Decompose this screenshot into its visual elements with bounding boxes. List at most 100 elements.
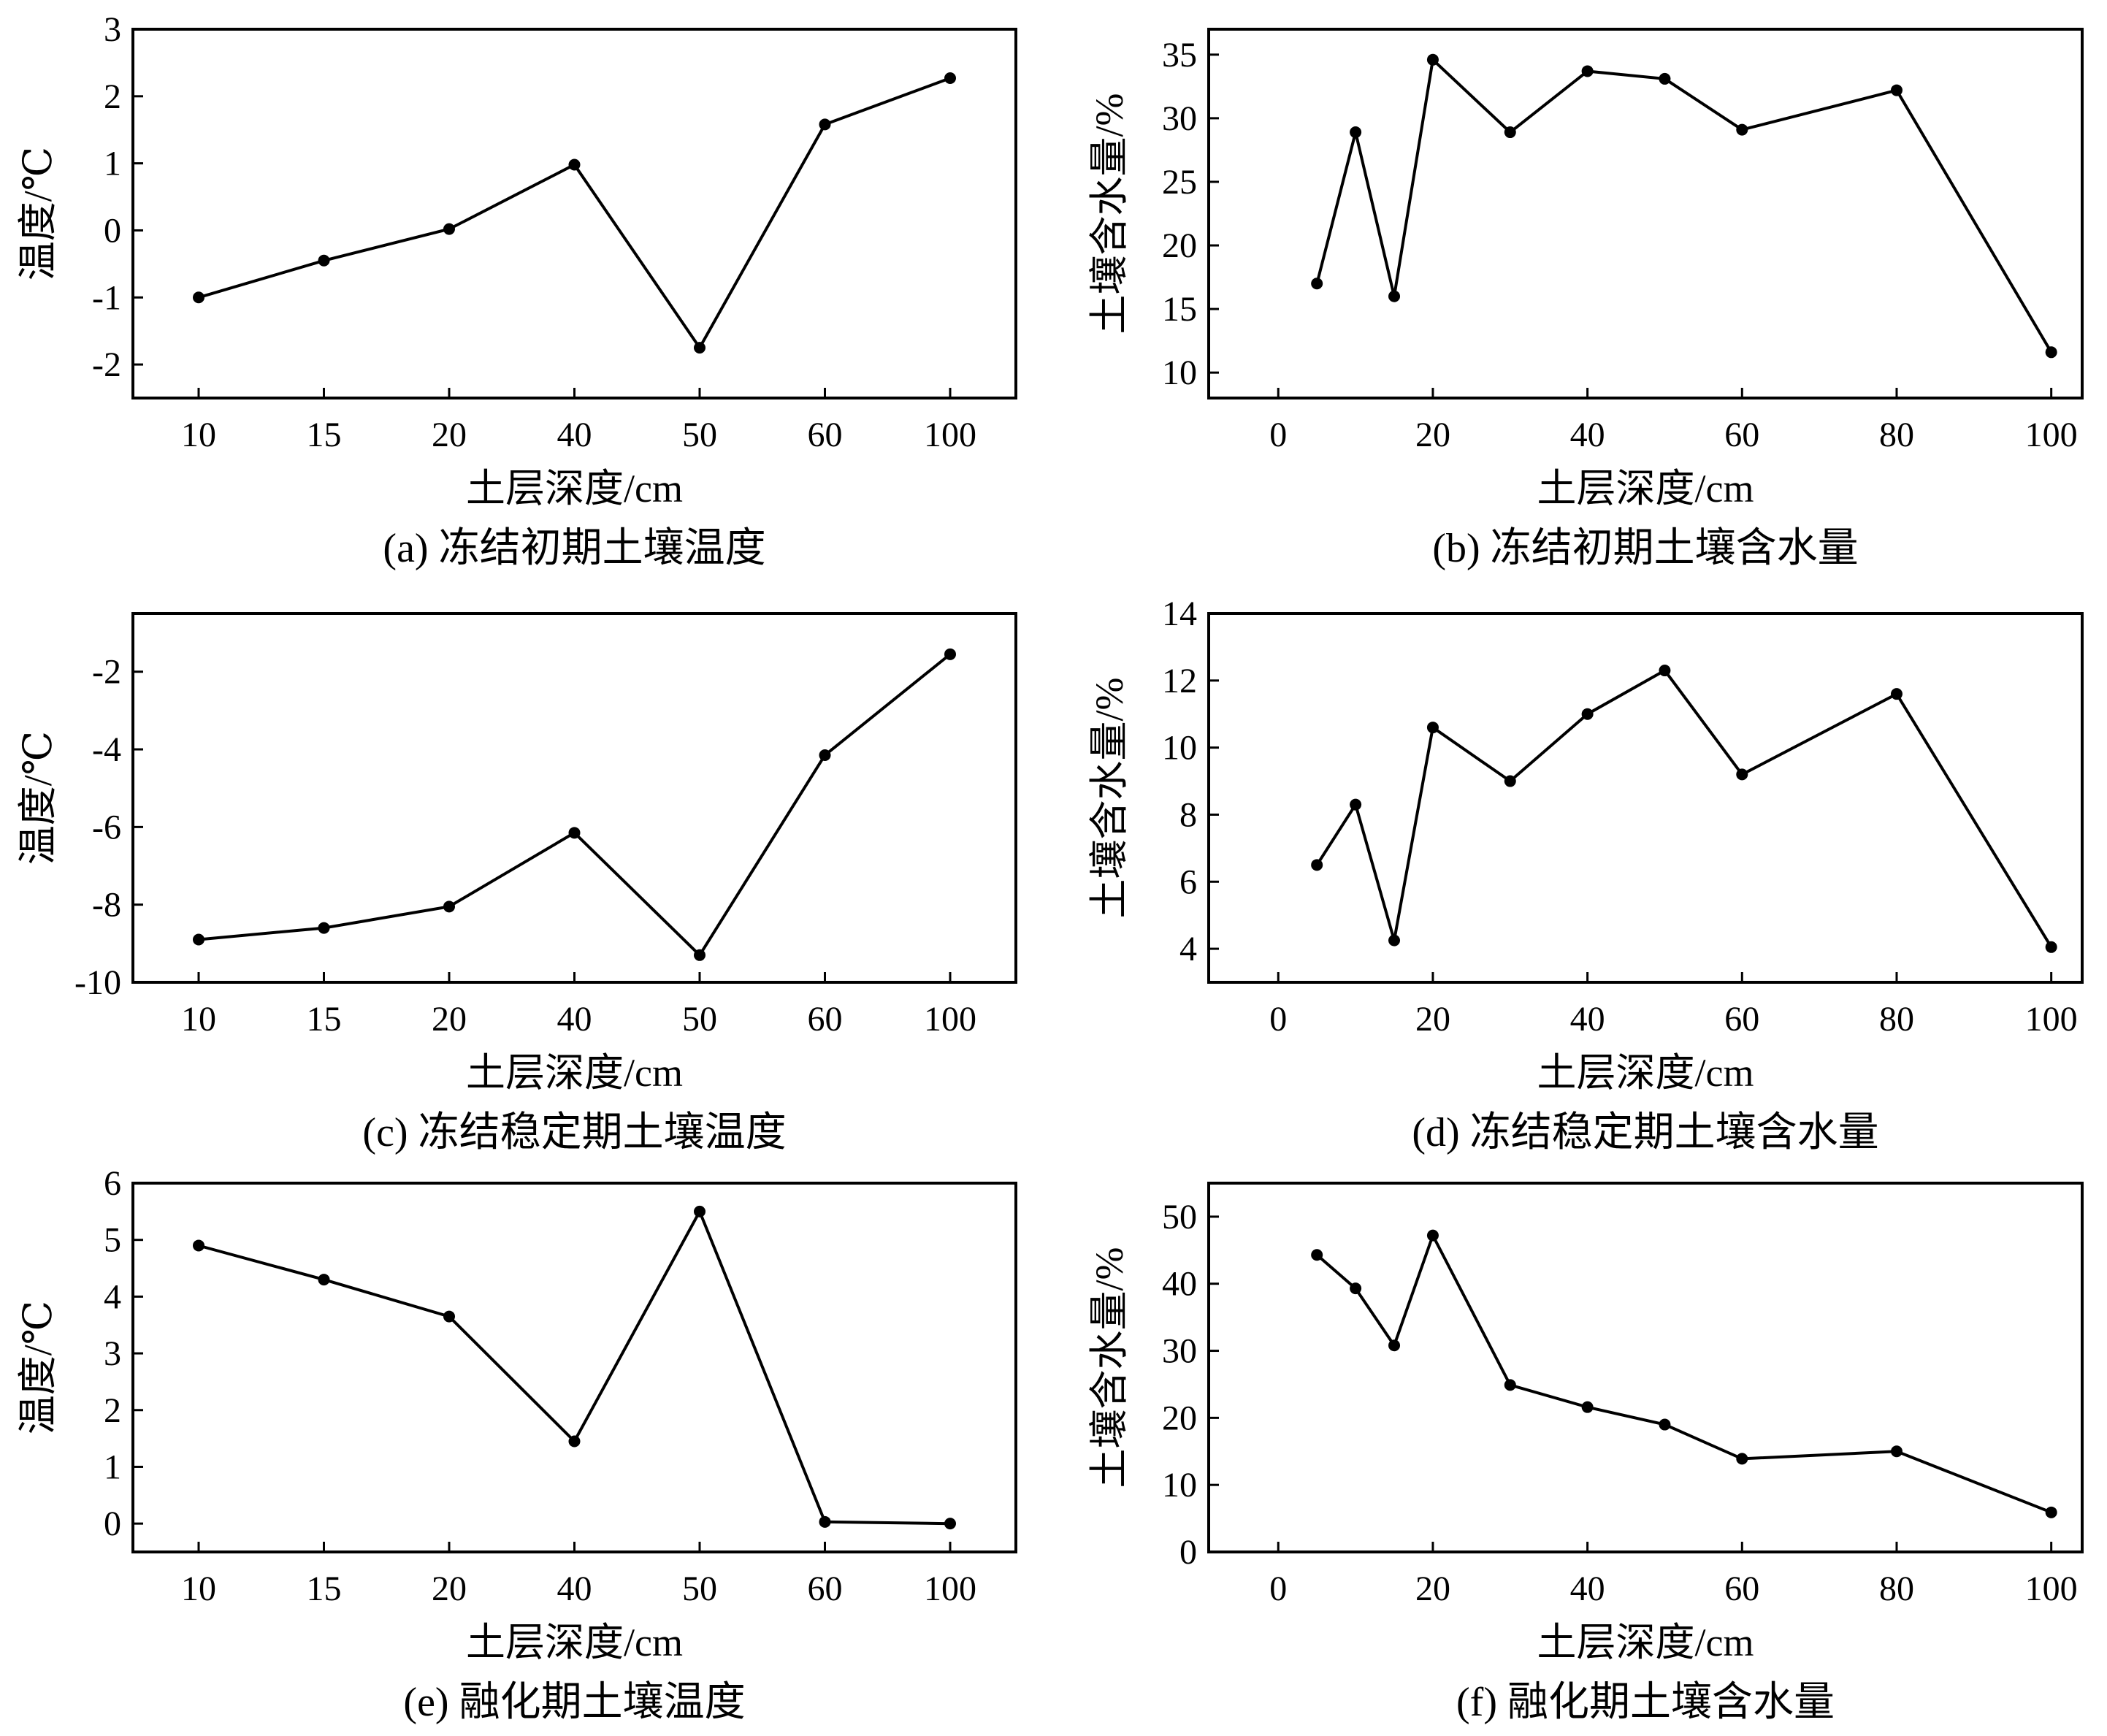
x-tick-label-f: 20 (1415, 1569, 1450, 1608)
plot-frame-a (131, 28, 1017, 399)
data-point-d (1659, 665, 1671, 677)
data-point-d (1311, 859, 1323, 871)
x-tick-label-f: 80 (1879, 1569, 1914, 1608)
data-point-b (1426, 53, 1439, 66)
x-tick-label-d: 40 (1570, 1000, 1605, 1039)
data-point-a (819, 118, 831, 131)
x-axis-label-b: 土层深度/cm (1537, 467, 1754, 511)
data-point-a (944, 72, 956, 85)
plot-frame-b (1207, 28, 2084, 399)
data-point-a (568, 158, 581, 171)
data-point-e (568, 1435, 581, 1448)
data-point-f (1659, 1418, 1671, 1431)
chart-caption-a: (a) 冻结初期土壤温度 (383, 526, 765, 571)
y-tick-label-c: -2 (92, 653, 121, 692)
y-axis-label-a: 温度/℃ (16, 147, 60, 280)
x-tick-label-d: 100 (2025, 1000, 2078, 1039)
y-tick-label-c: -6 (92, 808, 121, 846)
x-tick-label-b: 80 (1879, 416, 1914, 454)
y-tick-label-d: 10 (1162, 729, 1197, 768)
data-point-d (1890, 688, 1903, 700)
x-tick-label-d: 20 (1415, 1000, 1450, 1039)
chart-caption-b: (b) 冻结初期土壤含水量 (1432, 526, 1858, 571)
data-point-f (1311, 1249, 1323, 1261)
x-tick-label-c: 15 (307, 1000, 342, 1039)
x-tick-label-e: 100 (924, 1569, 976, 1608)
x-axis-label-a: 土层深度/cm (466, 467, 683, 511)
data-point-f (1426, 1229, 1439, 1242)
data-point-b (1504, 126, 1516, 139)
data-point-e (443, 1310, 455, 1323)
data-point-d (1388, 934, 1401, 947)
x-tick-label-e: 15 (307, 1569, 342, 1608)
y-tick-label-c: -10 (74, 963, 121, 1002)
y-tick-label-e: 2 (104, 1391, 121, 1430)
y-tick-label-a: 0 (104, 211, 121, 250)
y-tick-label-c: -8 (92, 886, 121, 925)
x-tick-label-c: 50 (682, 1000, 717, 1039)
x-tick-label-d: 80 (1879, 1000, 1914, 1039)
y-tick-label-f: 30 (1162, 1332, 1197, 1371)
y-tick-label-b: 25 (1162, 163, 1197, 202)
y-tick-label-e: 0 (104, 1504, 121, 1543)
data-point-e (819, 1515, 831, 1528)
x-tick-label-f: 100 (2025, 1569, 2078, 1608)
x-tick-label-f: 40 (1570, 1569, 1605, 1608)
y-tick-label-b: 15 (1162, 290, 1197, 329)
data-point-a (193, 291, 204, 304)
data-point-a (443, 223, 455, 235)
data-point-f (1350, 1282, 1362, 1295)
y-tick-label-e: 6 (104, 1164, 121, 1203)
y-tick-label-f: 20 (1162, 1399, 1197, 1437)
y-tick-label-a: 2 (104, 77, 121, 116)
data-point-c (193, 933, 204, 946)
x-tick-label-a: 40 (557, 416, 592, 454)
y-tick-label-a: 1 (104, 145, 121, 183)
data-point-c (694, 949, 705, 961)
chart-caption-c: (c) 冻结稳定期土壤温度 (362, 1110, 786, 1155)
x-tick-label-a: 100 (924, 416, 976, 454)
y-tick-label-a: -1 (92, 278, 121, 317)
chart-panel-f: 0 10 20 30 40 50 0 20 40 60 80 100 土层深度/cm 土壤含水量/% (f)… (1087, 1182, 2084, 1725)
y-tick-label-f: 10 (1162, 1466, 1197, 1504)
chart-panel-d: 4 6 8 10 12 14 0 20 40 60 80 100 土层深度/cm 土壤含水量/% (d) 冻… (1087, 594, 2084, 1155)
series-line-d (1315, 668, 2053, 948)
chart-panel-c: -10 -8 -6 -4 -2 10 15 20 40 50 60 100 土层深度/cm 温度/℃ (c)… (16, 612, 1017, 1155)
y-axis-label-e: 温度/℃ (16, 1301, 60, 1434)
chart-caption-e: (e) 融化期土壤温度 (403, 1680, 745, 1725)
series-line-c (198, 653, 952, 957)
data-point-d (1350, 798, 1362, 811)
x-tick-label-b: 100 (2025, 416, 2078, 454)
y-tick-label-f: 0 (1179, 1533, 1197, 1572)
y-tick-label-a: 3 (104, 10, 121, 49)
x-tick-label-b: 0 (1269, 416, 1287, 454)
y-tick-label-e: 3 (104, 1334, 121, 1373)
y-tick-label-b: 20 (1162, 226, 1197, 265)
x-tick-label-f: 0 (1269, 1569, 1287, 1608)
y-tick-label-d: 14 (1162, 594, 1197, 633)
y-axis-label-d: 土壤含水量/% (1087, 678, 1131, 919)
x-tick-label-a: 10 (181, 416, 216, 454)
data-point-a (318, 254, 330, 267)
y-tick-label-d: 4 (1179, 930, 1197, 968)
x-tick-label-c: 100 (924, 1000, 976, 1039)
data-point-b (1388, 290, 1401, 302)
y-tick-label-d: 8 (1179, 795, 1197, 834)
data-point-f (1736, 1453, 1748, 1465)
data-point-b (1659, 72, 1671, 85)
x-axis-label-e: 土层深度/cm (466, 1621, 683, 1664)
series-line-a (198, 77, 951, 351)
data-point-b (1350, 126, 1362, 139)
x-tick-label-a: 50 (682, 416, 717, 454)
x-tick-label-f: 60 (1724, 1569, 1759, 1608)
data-point-f (1581, 1401, 1594, 1413)
x-axis-label-d: 土层深度/cm (1537, 1051, 1754, 1095)
data-point-e (944, 1518, 956, 1530)
x-tick-label-a: 15 (307, 416, 342, 454)
x-tick-label-c: 40 (557, 1000, 592, 1039)
y-tick-label-d: 12 (1162, 662, 1197, 700)
data-point-c (944, 648, 956, 660)
data-point-b (1736, 123, 1748, 136)
y-axis-label-f: 土壤含水量/% (1087, 1247, 1131, 1488)
